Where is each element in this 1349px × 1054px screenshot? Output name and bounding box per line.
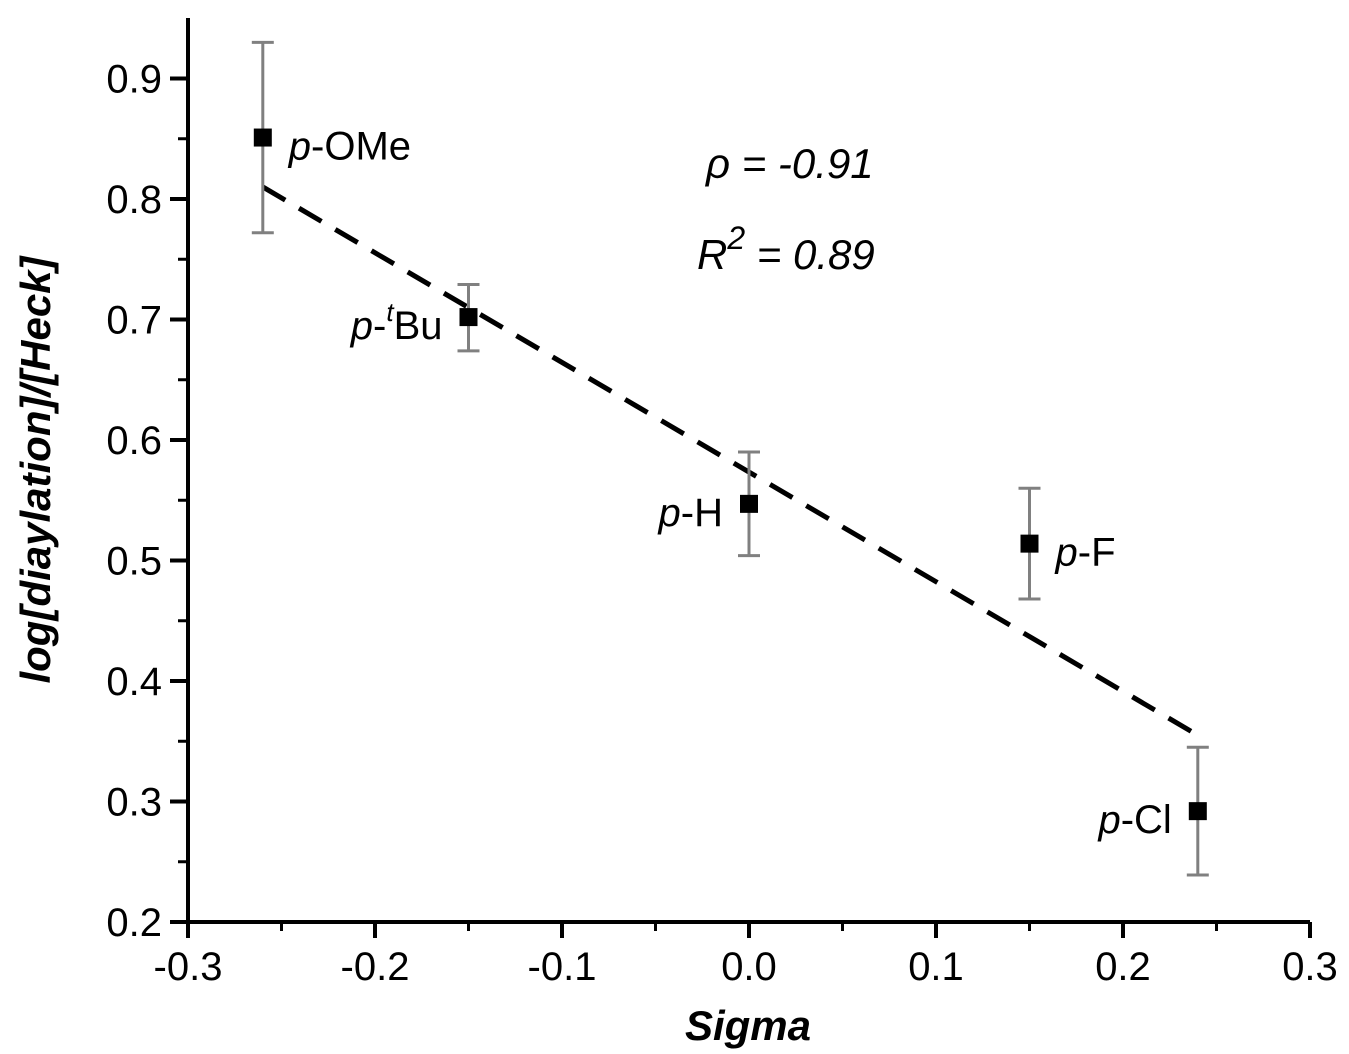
x-tick-label: -0.2	[341, 945, 410, 989]
x-tick-label: 0.3	[1282, 945, 1338, 989]
point-label: p-H	[658, 491, 723, 535]
r2-value: = 0.89	[745, 231, 875, 278]
y-tick-label: 0.2	[106, 901, 162, 945]
data-point	[740, 494, 758, 513]
y-tick-label: 0.3	[106, 781, 162, 825]
data-point	[253, 128, 272, 147]
x-tick-label: 0.2	[1095, 945, 1151, 989]
y-tick-label: 0.6	[106, 419, 162, 463]
data-point	[1020, 534, 1039, 553]
rho-annotation: ρ = -0.91	[704, 140, 874, 187]
point-label: p-OMe	[288, 125, 411, 169]
data-points	[253, 128, 1207, 821]
rho-value: = -0.91	[730, 140, 874, 187]
rho-symbol: ρ	[704, 140, 730, 187]
y-tick-label: 0.8	[106, 178, 162, 222]
y-axis-title: log[diaylation]/[Heck]	[12, 254, 59, 683]
axes: -0.3 -0.2 -0.1 0.0 0.1 0.2 0.3 0.2 0.3 0.4 0.5 0.6 0…	[106, 18, 1338, 989]
y-tick-label: 0.4	[106, 660, 162, 704]
point-label: p-F	[1055, 531, 1116, 575]
fit-line-group	[261, 184, 1200, 738]
x-tick-label: 0.0	[721, 945, 777, 989]
point-labels: p-OMe p-tBu p-H p-F p-Cl	[288, 125, 1172, 843]
y-tick-label: 0.7	[106, 299, 162, 343]
data-point	[459, 308, 478, 327]
r2-annotation: R2 = 0.89	[697, 220, 875, 278]
r2-base: R	[697, 231, 727, 278]
fit-line	[261, 184, 1200, 738]
data-point	[1188, 802, 1207, 821]
x-tick-label: 0.1	[908, 945, 964, 989]
x-axis-title: Sigma	[685, 1002, 811, 1049]
point-label: p-Cl	[1097, 798, 1171, 842]
x-tick-label: -0.1	[528, 945, 597, 989]
x-tick-label: -0.3	[154, 945, 223, 989]
y-tick-label: 0.9	[106, 58, 162, 102]
r2-superscript: 2	[726, 220, 745, 256]
y-tick-label: 0.5	[106, 540, 162, 584]
point-label: p-tBu	[350, 297, 443, 348]
